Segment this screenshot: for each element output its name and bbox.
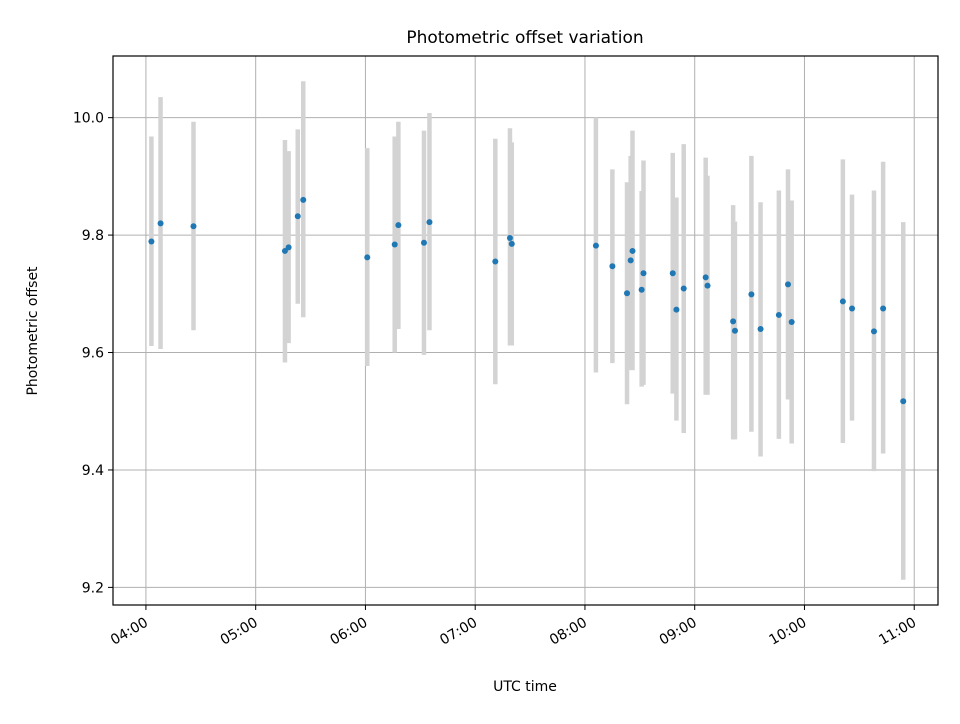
- y-tick-label: 10.0: [73, 111, 104, 127]
- y-axis-ticks: 9.2 9.4 9.6 9.8 10.0: [73, 111, 113, 596]
- y-tick-label: 9.4: [82, 463, 104, 479]
- data-point: [757, 326, 764, 333]
- data-point: [294, 213, 301, 220]
- data-point: [624, 290, 631, 297]
- data-point: [508, 240, 515, 247]
- data-point: [673, 306, 680, 313]
- data-point: [391, 241, 398, 248]
- data-point: [629, 247, 636, 254]
- data-point: [702, 274, 709, 281]
- data-point: [680, 285, 687, 292]
- data-point: [785, 281, 791, 288]
- plot-frame: [112, 55, 939, 606]
- data-points: [148, 196, 907, 405]
- data-point: [506, 235, 513, 242]
- data-point: [730, 318, 737, 325]
- data-point: [364, 254, 371, 261]
- data-point: [880, 305, 887, 312]
- chart-title: Photometric offset variation: [406, 28, 643, 48]
- data-point: [627, 257, 634, 264]
- data-point: [592, 242, 599, 249]
- data-point: [426, 219, 433, 226]
- y-tick-label: 9.2: [82, 580, 104, 596]
- data-point: [190, 223, 197, 230]
- gridlines: [113, 56, 938, 605]
- data-point: [609, 263, 616, 270]
- data-point: [748, 291, 755, 298]
- data-point: [285, 244, 292, 251]
- data-point: [157, 220, 164, 227]
- y-tick-label: 9.6: [82, 346, 104, 362]
- data-point: [775, 311, 782, 318]
- data-point: [640, 270, 647, 277]
- data-point: [395, 222, 402, 229]
- data-point: [638, 286, 645, 293]
- data-point: [492, 258, 499, 265]
- y-tick-label: 9.8: [82, 228, 104, 244]
- data-point: [669, 270, 676, 277]
- x-axis-label: UTC time: [493, 679, 557, 695]
- data-point: [148, 238, 155, 245]
- data-point: [870, 328, 877, 335]
- data-point: [849, 305, 856, 312]
- data-point: [788, 318, 795, 325]
- data-point: [420, 239, 427, 246]
- data-point: [731, 327, 738, 334]
- data-point: [300, 196, 307, 203]
- y-axis-label: Photometric offset: [25, 266, 41, 396]
- data-point: [900, 398, 907, 405]
- data-point: [704, 282, 711, 289]
- data-point: [839, 298, 846, 305]
